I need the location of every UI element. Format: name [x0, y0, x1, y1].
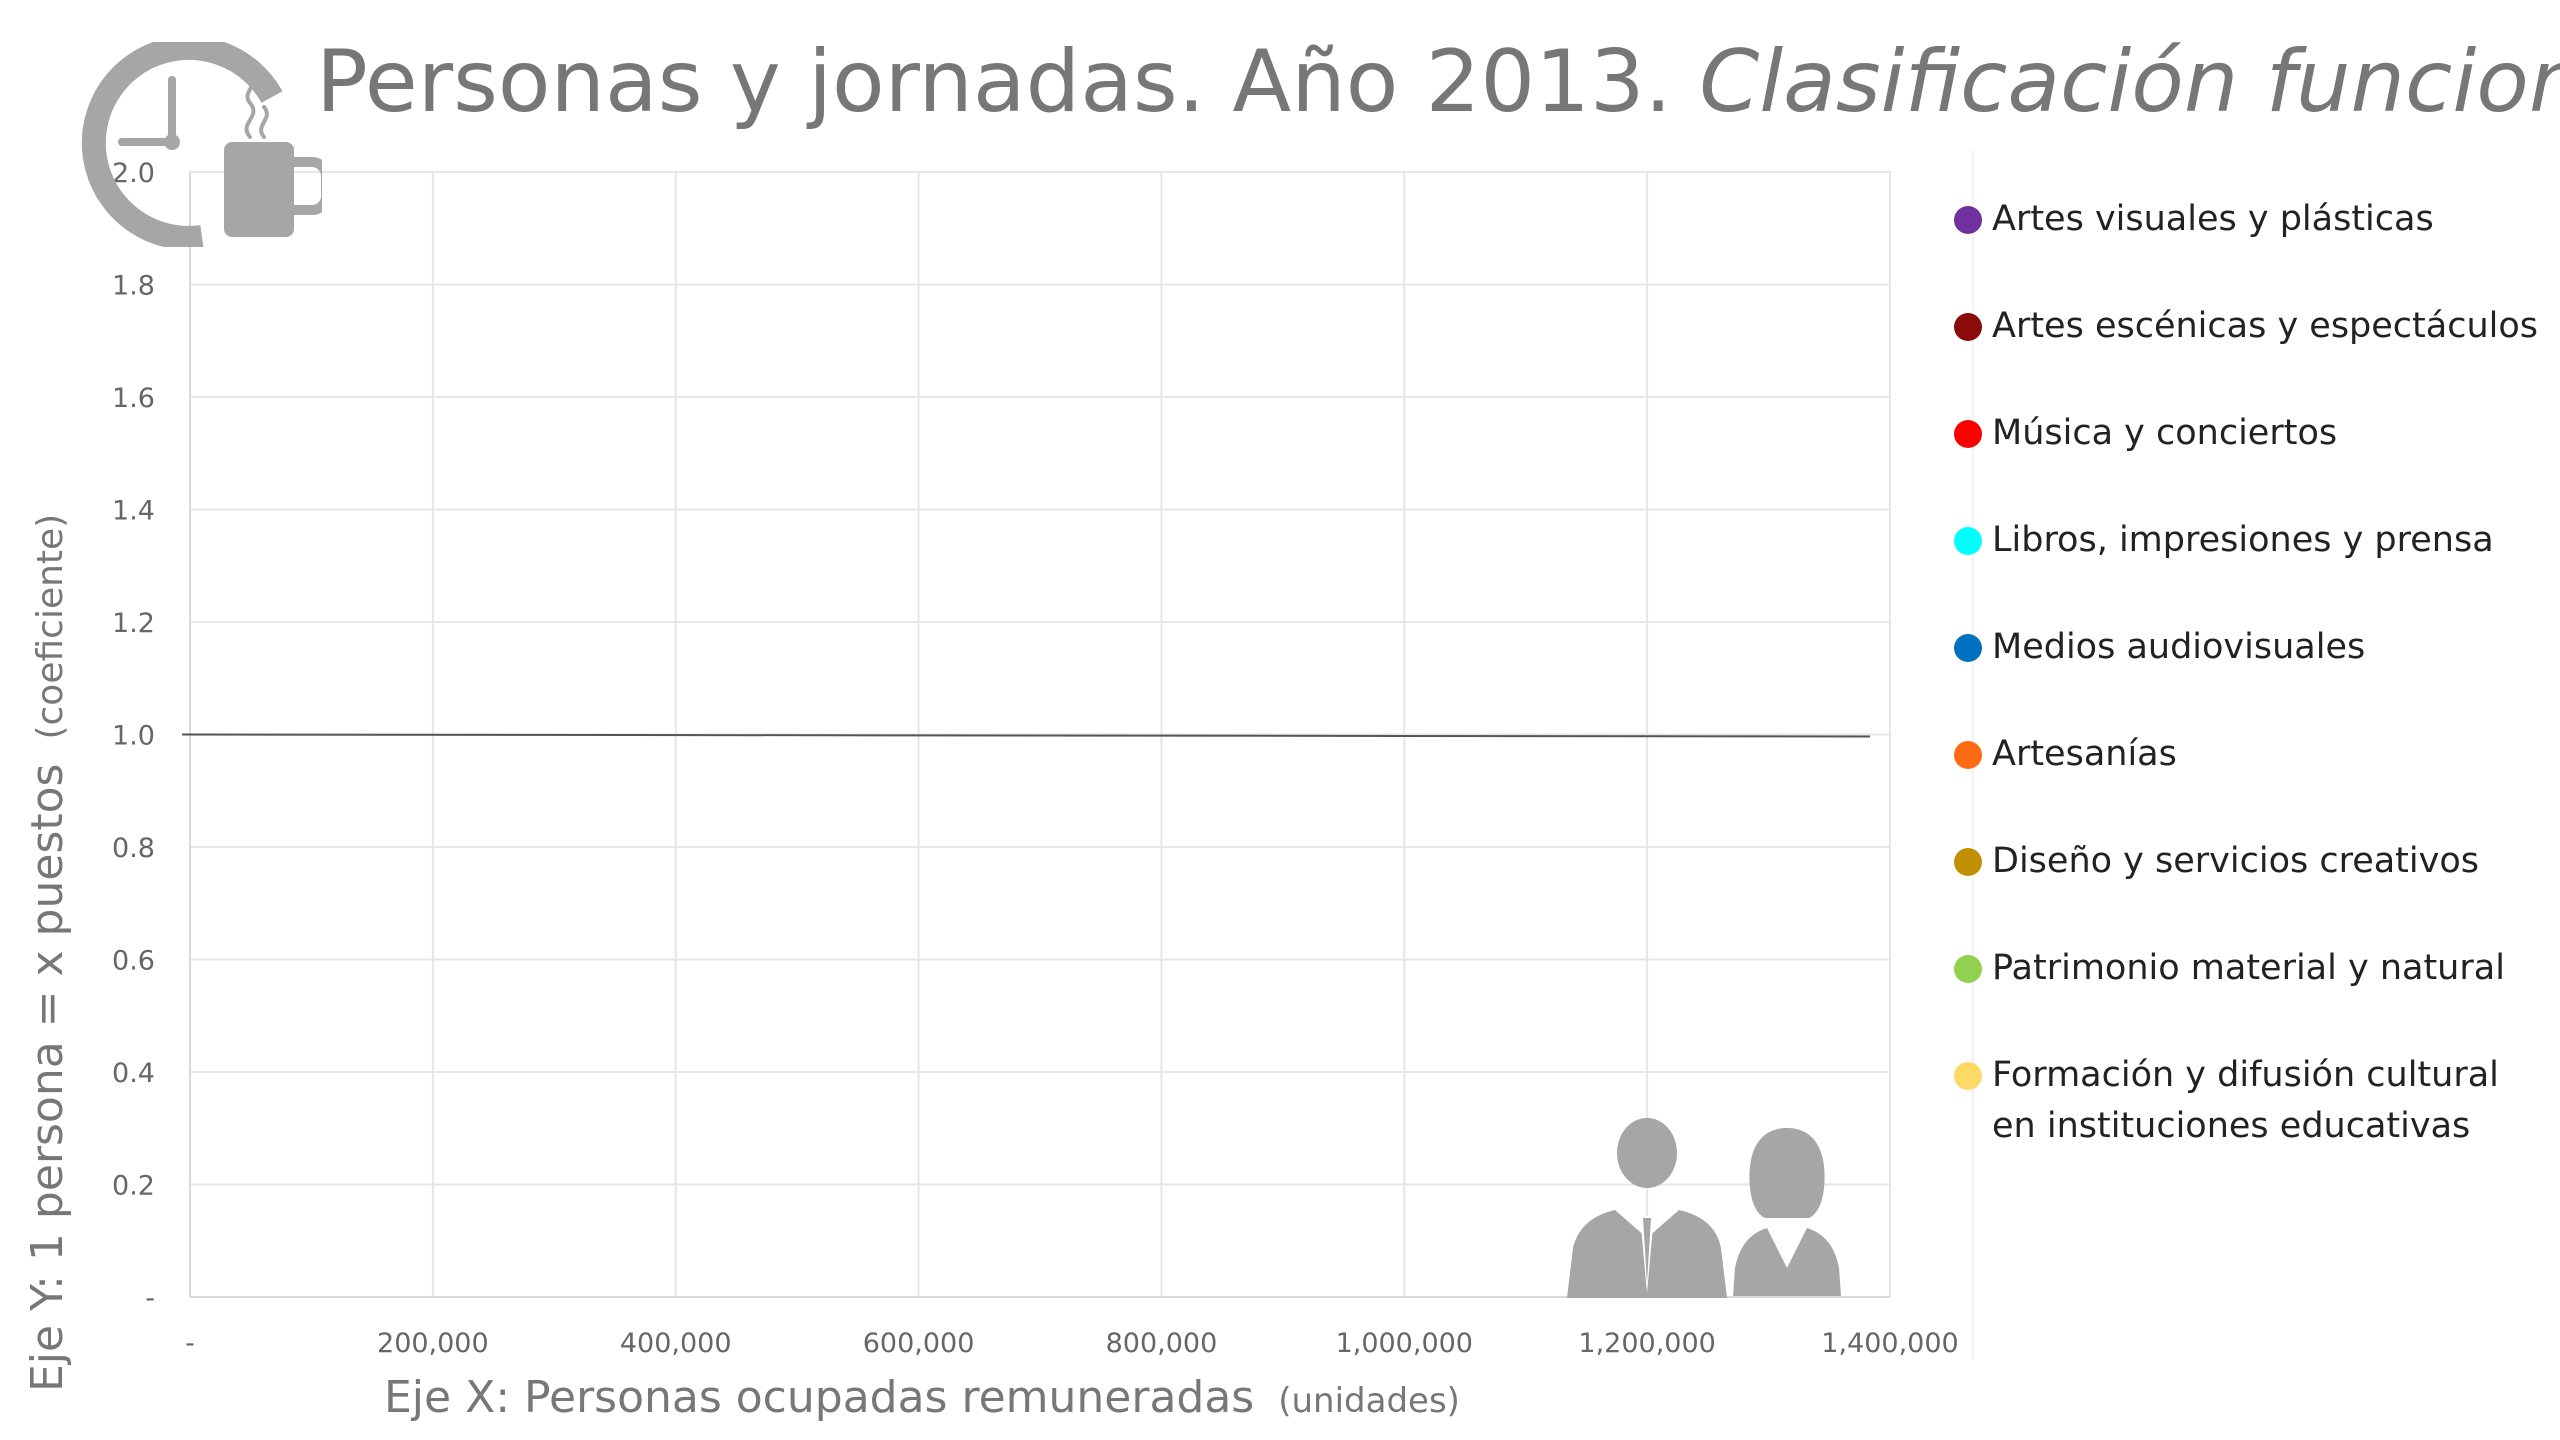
y-tick-label: 1.6 [112, 383, 155, 414]
x-tick-label: 1,400,000 [1821, 1328, 1958, 1359]
grid [189, 171, 1891, 1298]
reference-line [181, 733, 1871, 738]
title-italic: Clasificación funcional [1699, 32, 2560, 132]
x-axis-label-main: Eje X: Personas ocupadas remuneradas [384, 1372, 1254, 1423]
legend-dot-icon [1954, 955, 1982, 983]
legend-dot-icon [1954, 634, 1982, 662]
y-axis-label-unit: (coeficiente) [30, 514, 71, 740]
legend-dot-icon [1954, 741, 1982, 769]
legend-dot-icon [1954, 313, 1982, 341]
y-tick-label: 0.4 [112, 1058, 155, 1089]
legend-item: Medios audiovisuales [1950, 616, 2550, 676]
x-axis-label: Eje X: Personas ocupadas remuneradas (un… [384, 1372, 1460, 1423]
legend-item: Música y conciertos [1950, 402, 2550, 462]
legend-label: Artes visuales y plásticas [1992, 199, 2434, 239]
x-axis-label-unit: (unidades) [1278, 1381, 1460, 1421]
people-icon [1567, 1118, 1841, 1298]
legend-item: Diseño y servicios creativos [1950, 830, 2550, 890]
y-tick-label: 0.6 [112, 946, 155, 977]
legend-dot-icon [1954, 1062, 1982, 1090]
reference-line-layer [181, 733, 1871, 738]
x-tick-label: 400,000 [620, 1328, 732, 1359]
legend-item: Patrimonio material y natural [1950, 937, 2550, 997]
y-tick-label: 1.0 [112, 721, 155, 752]
legend-dot-icon [1954, 848, 1982, 876]
y-tick-label: 1.8 [112, 271, 155, 302]
legend-item: Artes visuales y plásticas [1950, 188, 2550, 248]
x-tick-label: 600,000 [863, 1328, 975, 1359]
x-tick-label: 1,200,000 [1578, 1328, 1715, 1359]
y-axis-label-main: Eje Y: 1 persona = x puestos [22, 764, 73, 1392]
x-tick-label: 800,000 [1106, 1328, 1218, 1359]
x-tick-label: - [185, 1328, 195, 1359]
legend-label: Libros, impresiones y prensa [1992, 520, 2494, 560]
y-tick-label: - [145, 1283, 155, 1314]
legend-label: Música y conciertos [1992, 413, 2338, 453]
legend-dot-icon [1954, 527, 1982, 555]
y-axis-label: Eje Y: 1 persona = x puestos (coeficient… [22, 514, 73, 1392]
y-tick-label: 1.2 [112, 608, 155, 639]
legend-label: Artesanías [1992, 734, 2177, 774]
y-tick-label: 0.8 [112, 833, 155, 864]
title-main: Personas y jornadas. Año 2013. [316, 32, 1672, 132]
legend-item: Artes escénicas y espectáculos [1950, 295, 2550, 355]
tick-labels: - 200,000 400,000 600,000 800,000 1,000,000 1,… [112, 158, 1959, 1359]
y-tick-label: 0.2 [112, 1171, 155, 1202]
legend-label: Medios audiovisuales [1992, 627, 2366, 667]
legend-label: Artes escénicas y espectáculos [1992, 306, 2539, 346]
legend-dot-icon [1954, 420, 1982, 448]
y-tick-label: 2.0 [112, 158, 155, 189]
legend-item: Artesanías [1950, 723, 2550, 783]
legend-label: Formación y difusión cultural en institu… [1992, 1055, 2499, 1146]
legend-label: Patrimonio material y natural [1992, 948, 2505, 988]
x-tick-label: 200,000 [377, 1328, 489, 1359]
legend-item: Libros, impresiones y prensa [1950, 509, 2550, 569]
clock-coffee-icon [81, 42, 322, 247]
x-tick-label: 1,000,000 [1336, 1328, 1473, 1359]
legend-item: Formación y difusión cultural en institu… [1950, 1044, 2550, 1146]
legend-label: Diseño y servicios creativos [1992, 841, 2479, 881]
legend-dot-icon [1954, 206, 1982, 234]
y-tick-label: 1.4 [112, 496, 155, 527]
page-title: Personas y jornadas. Año 2013. Clasifica… [316, 22, 2560, 142]
